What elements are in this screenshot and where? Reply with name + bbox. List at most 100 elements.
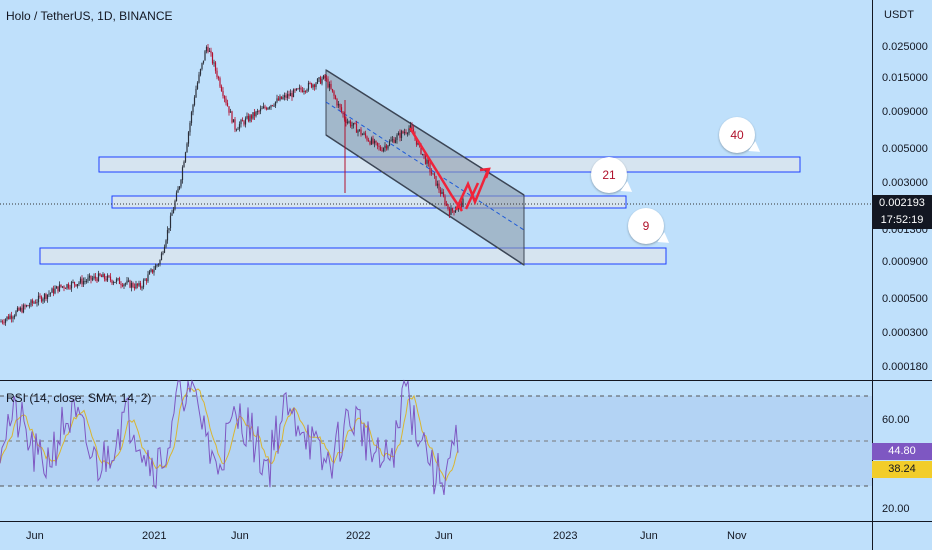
candle-body [228, 106, 230, 113]
candle-body [333, 91, 335, 96]
candle-body [420, 144, 422, 155]
y-tick: 0.009000 [882, 106, 928, 118]
candle-body [319, 77, 322, 84]
rsi-indicator-label[interactable]: RSI (14, close, SMA, 14, 2) [6, 391, 152, 405]
candle-body [357, 130, 359, 133]
candle-body [187, 132, 190, 144]
candle-body [174, 201, 176, 210]
candle-body [313, 84, 316, 88]
x-tick: Jun [26, 530, 44, 542]
candle-body [274, 101, 277, 106]
candle-body [241, 120, 244, 122]
candle-body [144, 279, 146, 281]
rsi-value-badge: 44.80 [872, 443, 932, 460]
candle-body [126, 280, 128, 284]
candle-body [288, 94, 290, 97]
candles-group [0, 43, 464, 326]
candle-body [229, 111, 232, 113]
candle-body [358, 129, 361, 131]
candle-body [390, 140, 392, 142]
candle-body [301, 89, 304, 93]
last-price-badge: 0.002193 [872, 195, 932, 212]
candle-body [198, 74, 200, 83]
candle-body [294, 89, 296, 91]
candle-body [72, 281, 74, 283]
candle-body [375, 140, 377, 143]
candle-body [207, 47, 209, 52]
candle-body [405, 132, 407, 134]
candle-body [1, 321, 4, 323]
candle-body [352, 122, 355, 126]
candle-body [31, 300, 34, 303]
candle-body [172, 209, 175, 214]
candle-body [339, 104, 341, 108]
candle-body [52, 288, 55, 294]
candle-body [76, 284, 79, 287]
annotation-bubble-21[interactable]: 21 [591, 157, 627, 193]
candle-body [210, 50, 212, 54]
candle-body [91, 278, 94, 280]
candle-body [447, 204, 449, 209]
candle-body [100, 275, 103, 278]
candle-body [30, 300, 32, 306]
candle-body [132, 283, 134, 287]
x-tick: Jun [435, 530, 453, 542]
candle-body [27, 305, 29, 307]
candle-body [409, 125, 412, 129]
annotation-bubble-40[interactable]: 40 [719, 117, 755, 153]
candle-body [195, 88, 197, 98]
candle-body [96, 278, 98, 282]
candle-body [444, 196, 446, 205]
candle-body [432, 173, 434, 175]
candle-body [178, 186, 181, 189]
candle-body [441, 191, 443, 194]
candle-body [145, 279, 148, 282]
candle-body [330, 83, 332, 89]
candle-body [103, 274, 106, 279]
candle-body [240, 120, 242, 125]
candle-body [156, 264, 158, 266]
candle-body [67, 284, 70, 288]
candle-body [162, 252, 164, 254]
candle-body [280, 96, 283, 100]
candle-body [192, 104, 194, 113]
candle-body [306, 89, 308, 92]
candle-body [354, 122, 356, 124]
candle-body [202, 60, 205, 63]
candle-body [180, 179, 182, 187]
candle-body [154, 265, 157, 270]
candle-body [175, 192, 178, 202]
candle-body [385, 145, 388, 149]
candle-body [219, 78, 221, 87]
candle-body [310, 83, 313, 88]
candle-body [355, 123, 358, 133]
candle-body [373, 140, 376, 144]
candle-body [237, 128, 239, 130]
candle-body [408, 128, 410, 134]
candle-body [289, 93, 292, 97]
candle-body [438, 183, 440, 191]
candle-body [273, 105, 275, 107]
candle-body [327, 79, 329, 88]
zone-middle [111, 195, 627, 209]
y-tick: 0.000500 [882, 293, 928, 305]
candle-body [331, 88, 334, 92]
candle-body [133, 286, 136, 289]
candle-body [66, 284, 68, 289]
zone-lower [39, 247, 667, 265]
candle-body [265, 107, 268, 110]
candle-body [165, 240, 167, 247]
candle-body [190, 112, 193, 123]
candle-body [25, 305, 28, 307]
candle-body [231, 111, 233, 123]
annotation-bubble-9[interactable]: 9 [628, 208, 664, 244]
candle-body [262, 106, 265, 109]
candle-body [292, 89, 295, 98]
countdown-badge: 17:52:19 [872, 212, 932, 229]
candle-body [304, 91, 307, 93]
candle-body [321, 78, 323, 84]
candle-body [84, 280, 86, 282]
candle-body [49, 292, 52, 294]
candle-body [13, 315, 16, 318]
